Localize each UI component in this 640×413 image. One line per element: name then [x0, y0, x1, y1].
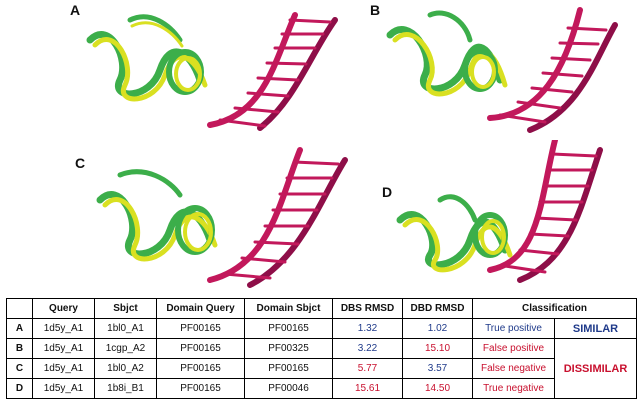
panel-label-b: B	[370, 2, 381, 18]
table-header-row: Query Sbjct Domain Query Domain Sbjct DB…	[6, 298, 637, 319]
panel-a: A	[60, 0, 360, 135]
cell-dbs-rmsd: 3.22	[332, 338, 403, 359]
row-label: C	[6, 358, 33, 379]
cell-domain-sbjct: PF00165	[244, 318, 333, 339]
table-row: A 1d5y_A1 1bl0_A1 PF00165 PF00165 1.32 1…	[6, 318, 637, 339]
structure-image-c	[96, 147, 348, 288]
cell-classification: True positive	[472, 318, 555, 339]
table-row: B 1d5y_A1 1cgp_A2 PF00165 PF00325 3.22 1…	[6, 338, 637, 399]
cell-domain-query: PF00165	[156, 318, 245, 339]
cell-domain-query: PF00165	[156, 338, 245, 359]
structure-image-a	[86, 12, 338, 131]
cell-dbs-rmsd: 5.77	[332, 358, 403, 379]
header-domain-sbjct: Domain Sbjct	[244, 298, 333, 319]
cell-dbs-rmsd: 15.61	[332, 378, 403, 399]
structure-image-d	[396, 140, 603, 283]
cell-classification: False negative	[472, 358, 555, 379]
cell-classification: True negative	[472, 378, 555, 399]
cell-query: 1d5y_A1	[32, 358, 95, 379]
cell-domain-sbjct: PF00325	[244, 338, 333, 359]
group-similar: SIMILAR	[554, 318, 637, 339]
panel-c: C	[60, 140, 360, 288]
panel-d: D	[340, 140, 640, 283]
group-dissimilar: DISSIMILAR	[554, 338, 637, 399]
header-dbd-rmsd: DBD RMSD	[402, 298, 473, 319]
cell-query: 1d5y_A1	[32, 338, 95, 359]
panel-label-c: C	[75, 155, 86, 171]
cell-query: 1d5y_A1	[32, 378, 95, 399]
cell-sbjct: 1bl0_A2	[94, 358, 157, 379]
cell-dbd-rmsd: 14.50	[402, 378, 473, 399]
cell-sbjct: 1bl0_A1	[94, 318, 157, 339]
cell-dbd-rmsd: 15.10	[402, 338, 473, 359]
cell-dbd-rmsd: 1.02	[402, 318, 473, 339]
row-label: B	[6, 338, 33, 359]
header-cell-empty	[6, 298, 33, 319]
cell-classification: False positive	[472, 338, 555, 359]
header-domain-query: Domain Query	[156, 298, 245, 319]
row-label: A	[6, 318, 33, 339]
structure-image-b	[386, 7, 618, 133]
results-table: Query Sbjct Domain Query Domain Sbjct DB…	[6, 298, 637, 399]
row-label: D	[6, 378, 33, 399]
header-sbjct: Sbjct	[94, 298, 157, 319]
cell-dbs-rmsd: 1.32	[332, 318, 403, 339]
header-query: Query	[32, 298, 95, 319]
table-row: C 1d5y_A1 1bl0_A2 PF00165 PF00165 5.77 3…	[6, 358, 637, 379]
header-dbs-rmsd: DBS RMSD	[332, 298, 403, 319]
table-row: D 1d5y_A1 1b8i_B1 PF00165 PF00046 15.61 …	[6, 378, 637, 399]
cell-dbd-rmsd: 3.57	[402, 358, 473, 379]
cell-sbjct: 1cgp_A2	[94, 338, 157, 359]
panel-label-a: A	[70, 2, 81, 18]
header-classification: Classification	[472, 298, 637, 319]
cell-sbjct: 1b8i_B1	[94, 378, 157, 399]
panel-b: B	[340, 0, 640, 135]
panel-label-d: D	[382, 184, 393, 200]
cell-domain-sbjct: PF00165	[244, 358, 333, 379]
cell-domain-query: PF00165	[156, 378, 245, 399]
cell-domain-query: PF00165	[156, 358, 245, 379]
cell-query: 1d5y_A1	[32, 318, 95, 339]
cell-domain-sbjct: PF00046	[244, 378, 333, 399]
